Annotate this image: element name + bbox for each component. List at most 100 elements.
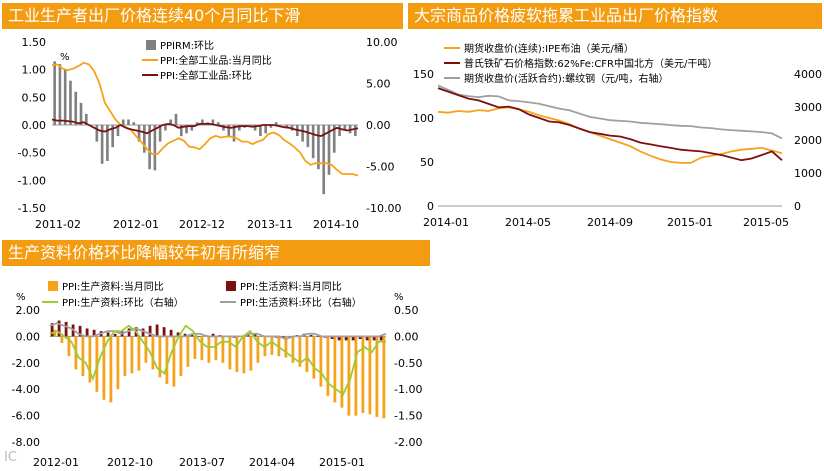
y-tick-right: -0.50 (394, 357, 422, 370)
bar-life (64, 321, 68, 337)
bar (74, 91, 78, 125)
bar-life (316, 336, 320, 337)
bar (143, 125, 146, 153)
x-tick: 2012-01 (33, 456, 79, 469)
bar-life (176, 332, 180, 337)
y-tick-right: 0 (794, 200, 801, 213)
bar (306, 125, 310, 148)
y-tick-right: -1.50 (394, 410, 422, 423)
x-tick: 2014-10 (313, 218, 359, 231)
bar-life (148, 325, 152, 337)
bar-life (351, 336, 355, 341)
bar-prod (123, 336, 127, 376)
bar-life (358, 336, 362, 340)
bar-prod (319, 336, 323, 387)
legend-swatch (146, 40, 156, 50)
bar (354, 125, 357, 137)
bar-life (169, 329, 173, 337)
watermark-text: IC (4, 450, 17, 465)
bar (53, 61, 56, 125)
bar (338, 125, 341, 137)
bar (216, 122, 220, 125)
bar (237, 125, 241, 131)
bar (95, 125, 99, 142)
chart3-title: 生产资料价格环比降幅较年初有所缩窄 (2, 240, 430, 266)
bar-prod (67, 336, 71, 357)
bar-prod (305, 336, 309, 373)
x-tick: 2015-05 (743, 216, 789, 229)
bar-prod (165, 336, 169, 384)
bar (311, 125, 315, 159)
bar-prod (88, 336, 92, 383)
bar-life (78, 325, 82, 337)
x-tick: 2012-12 (179, 218, 225, 231)
bar-life (106, 332, 110, 337)
bar-life (190, 335, 194, 337)
bar-prod (249, 336, 253, 371)
bar-life (330, 336, 334, 340)
x-tick: 2014-01 (423, 216, 469, 229)
bar-prod (200, 336, 204, 361)
bar-prod (60, 336, 64, 343)
bar (58, 64, 62, 125)
bar (106, 125, 109, 161)
bar (232, 125, 236, 142)
y-tick-left: -1.50 (18, 202, 46, 215)
bar-life (85, 328, 89, 337)
y-tick-right: -5.00 (366, 161, 394, 174)
bar-prod (326, 336, 330, 396)
bar-prod (312, 336, 316, 379)
bar-life (92, 329, 96, 337)
y-tick-left: -2.00 (12, 357, 40, 370)
bar (332, 125, 336, 153)
bar (132, 122, 136, 125)
bar (343, 125, 347, 131)
x-tick: 2012-10 (107, 456, 153, 469)
bar-prod (179, 336, 183, 376)
y-tick-left: 0.50 (22, 91, 47, 104)
bar (264, 125, 267, 134)
bar-prod (151, 336, 155, 370)
y-tick-right: 0.50 (394, 304, 419, 317)
y-tick-left: -0.50 (18, 147, 46, 160)
y-tick-right: 5.00 (366, 78, 391, 91)
x-tick: 2013-11 (247, 218, 293, 231)
bar-prod (102, 336, 106, 400)
bar (148, 125, 151, 170)
bar (285, 125, 289, 128)
bar (116, 125, 120, 137)
series-line-iron (437, 87, 783, 162)
bar (253, 125, 257, 131)
bar (222, 125, 225, 131)
bar (185, 125, 188, 134)
y-tick-right: 0.00 (394, 330, 419, 343)
bar-life (246, 335, 250, 337)
bar-prod (361, 336, 365, 413)
y-tick-left: -1.00 (18, 174, 46, 187)
bar-prod (186, 336, 190, 367)
bar-prod (298, 336, 302, 367)
bar-prod (291, 336, 295, 363)
legend-swatch (226, 281, 236, 291)
y-tick-left: -8.00 (12, 436, 40, 449)
bar (79, 102, 83, 125)
y-tick-left: 0.00 (16, 330, 41, 343)
bar (322, 125, 326, 195)
y-tick-right: -2.00 (394, 436, 422, 449)
bar-prod (130, 336, 134, 374)
bar (174, 113, 178, 125)
bar (201, 119, 204, 125)
bar-life (211, 333, 215, 337)
bar-prod (284, 336, 288, 358)
bar-life (197, 336, 201, 337)
bar-life (50, 323, 54, 337)
bar-prod (347, 336, 351, 416)
unit-label-right: % (394, 292, 404, 303)
unit-label-left: % (16, 292, 26, 303)
bar (269, 125, 273, 128)
legend-label: PPIRM:环比 (160, 40, 214, 52)
bar-life (183, 333, 187, 337)
y-tick-left: -6.00 (12, 410, 40, 423)
y-tick-right: 1000 (794, 167, 822, 180)
y-tick-left: 2.00 (16, 304, 41, 317)
